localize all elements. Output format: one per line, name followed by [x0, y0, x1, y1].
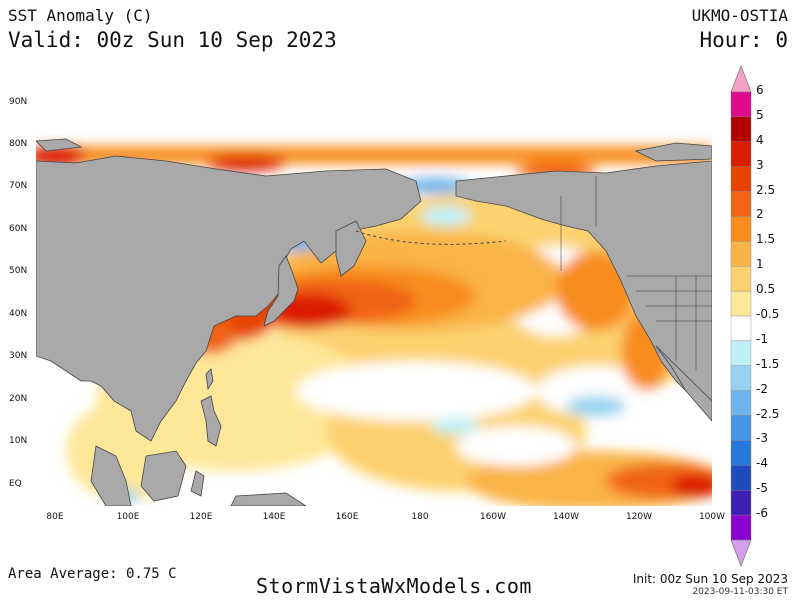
colorbar-label: -1 [756, 331, 768, 346]
colorbar-label: -3 [756, 431, 768, 446]
lon-label: 100E [116, 512, 140, 522]
lat-label: 10N [9, 436, 28, 446]
colorbar-swatch [730, 116, 752, 142]
lat-label: 20N [9, 394, 28, 404]
colorbar-swatch [730, 514, 752, 541]
lat-label: 40N [9, 309, 28, 319]
generated-timestamp: 2023-09-11-03:30 ET [692, 587, 788, 597]
lat-label: 80N [9, 139, 28, 149]
lon-label: 120W [625, 512, 653, 522]
area-average: Area Average: 0.75 C [8, 566, 177, 582]
lat-label: 90N [9, 97, 28, 107]
colorbar-swatch [730, 340, 752, 366]
lon-label: 160W [479, 512, 507, 522]
colorbar-label: -5 [756, 481, 768, 496]
colorbar-swatch [730, 166, 752, 192]
aleutian-islands [355, 230, 507, 245]
lon-label: 80E [46, 512, 64, 522]
colorbar-label: 4 [756, 132, 764, 147]
colorbar-swatch [730, 390, 752, 416]
colorbar-label: 5 [756, 107, 764, 122]
political-borders [560, 176, 712, 371]
forecast-hour: Hour: 0 [699, 28, 788, 52]
lon-label: 140E [262, 512, 286, 522]
colorbar-swatch [730, 241, 752, 267]
colorbar-swatch [730, 415, 752, 441]
colorbar-swatch [730, 465, 752, 491]
lat-label: 50N [9, 266, 28, 276]
lon-label: 160E [335, 512, 359, 522]
lon-label: 180 [411, 512, 429, 522]
colorbar-top-arrow [730, 65, 752, 93]
colorbar-swatch [730, 141, 752, 167]
colorbar-bottom-arrow [730, 539, 752, 567]
colorbar [728, 65, 800, 567]
website-credit: StormVistaWxModels.com [256, 574, 532, 598]
colorbar-label: 2 [756, 207, 764, 222]
colorbar-swatch [730, 91, 752, 118]
sst-anomaly-map [36, 101, 712, 506]
map-title: SST Anomaly (C) [8, 6, 153, 25]
colorbar-swatch [730, 266, 752, 292]
colorbar-swatch [730, 315, 752, 342]
colorbar-swatch [730, 365, 752, 391]
colorbar-swatch [730, 191, 752, 217]
colorbar-label: -2 [756, 381, 768, 396]
init-time: Init: 00z Sun 10 Sep 2023 [632, 572, 788, 586]
colorbar-swatch [730, 290, 752, 317]
colorbar-label: 0.5 [756, 282, 776, 297]
colorbar-label: -1.5 [756, 356, 780, 371]
lon-label: 120E [189, 512, 213, 522]
colorbar-label: 1 [756, 257, 764, 272]
lon-label: 100W [698, 512, 726, 522]
colorbar-label: 6 [756, 83, 764, 97]
colorbar-swatch [730, 440, 752, 466]
data-source: UKMO-OSTIA [691, 6, 788, 25]
lat-label: 70N [9, 181, 28, 191]
colorbar-label: -0.5 [756, 307, 780, 321]
lat-label: 60N [9, 224, 28, 234]
colorbar-label: 3 [756, 157, 764, 172]
land [36, 138, 712, 506]
colorbar-label: -2.5 [756, 406, 780, 421]
colorbar-label: -6 [756, 506, 768, 521]
lat-label: 30N [9, 351, 28, 361]
valid-time: Valid: 00z Sun 10 Sep 2023 [8, 28, 337, 52]
colorbar-label: 1.5 [756, 232, 776, 247]
colorbar-swatch [730, 490, 752, 516]
colorbar-swatch [730, 216, 752, 242]
colorbar-label: 2.5 [756, 182, 776, 197]
lat-label: EQ [9, 479, 22, 489]
lon-label: 140W [552, 512, 580, 522]
colorbar-label: -4 [756, 456, 768, 471]
